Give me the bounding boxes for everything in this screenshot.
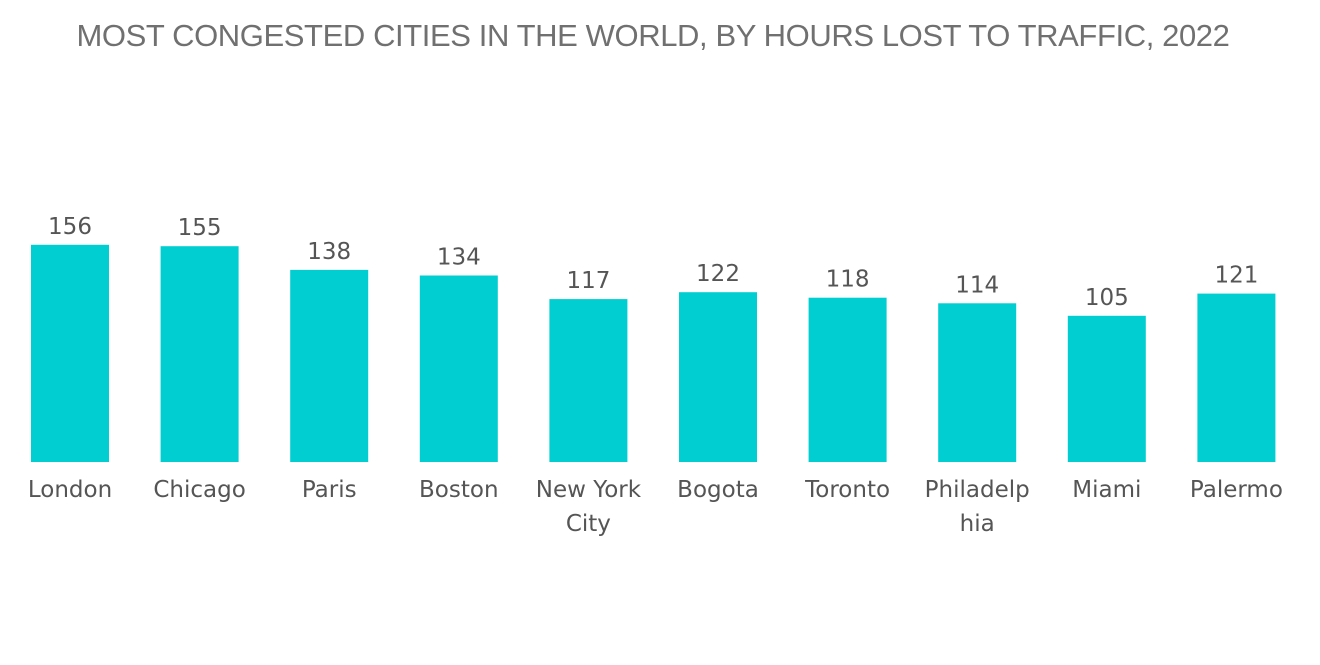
bar-london	[31, 244, 109, 462]
category-label-philadelp-hia: Philadelp hia	[925, 477, 1030, 537]
category-labels-group: London Chicago Paris Boston New York City Bogo…	[28, 477, 1283, 537]
value-label-boston: 134	[437, 245, 481, 271]
category-label-chicago: Chicago	[153, 477, 245, 503]
category-label-miami: Miami	[1072, 477, 1141, 503]
value-label-chicago: 155	[178, 215, 222, 241]
value-label-philadelp-hia: 114	[955, 272, 999, 298]
bars-group	[31, 244, 1276, 462]
value-label-bogota: 122	[696, 261, 740, 287]
value-label-palermo: 121	[1214, 263, 1258, 289]
value-label-toronto: 118	[826, 267, 870, 293]
bar-philadelp-hia	[938, 303, 1017, 462]
bar-new-york-city	[549, 299, 628, 462]
category-label-boston: Boston	[419, 477, 499, 503]
category-label-london: London	[28, 477, 112, 503]
bar-boston	[419, 275, 498, 462]
category-label-new-york-city: New York City	[536, 477, 642, 537]
bar-palermo	[1197, 293, 1276, 462]
bar-toronto	[808, 297, 887, 462]
value-label-miami: 105	[1085, 285, 1129, 311]
value-label-new-york-city: 117	[566, 268, 610, 294]
chart-title: MOST CONGESTED CITIES IN THE WORLD, BY H…	[76, 18, 1230, 53]
category-label-bogota: Bogota	[677, 477, 759, 503]
bar-bogota	[679, 292, 757, 462]
value-label-paris: 138	[307, 239, 351, 265]
bar-chicago	[160, 246, 239, 462]
category-label-paris: Paris	[302, 477, 357, 503]
value-labels-group: 156 155 138 134 117 122 118 114 105 121	[48, 214, 1258, 311]
value-label-london: 156	[48, 214, 92, 240]
bar-miami	[1067, 315, 1146, 462]
category-label-toronto: Toronto	[804, 477, 890, 503]
category-label-palermo: Palermo	[1190, 477, 1283, 503]
bar-paris	[290, 269, 369, 462]
